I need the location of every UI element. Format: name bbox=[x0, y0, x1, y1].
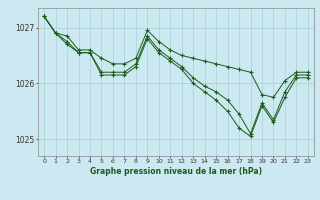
X-axis label: Graphe pression niveau de la mer (hPa): Graphe pression niveau de la mer (hPa) bbox=[90, 167, 262, 176]
